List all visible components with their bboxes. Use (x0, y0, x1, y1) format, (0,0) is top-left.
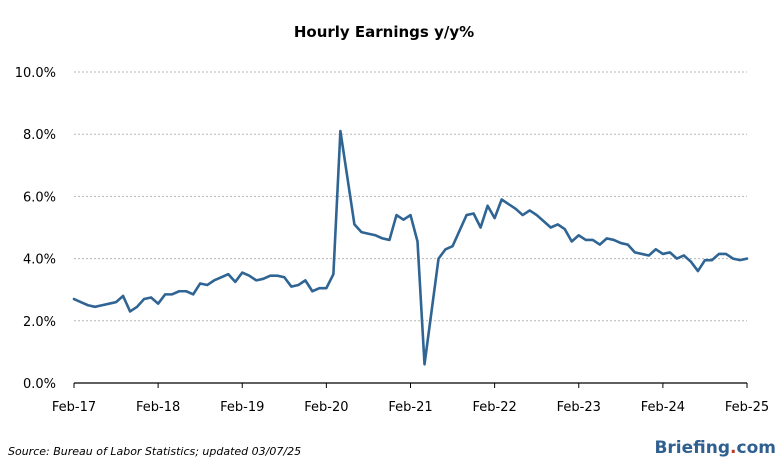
brand-dot: . (730, 438, 736, 458)
x-tick-label: Feb-17 (52, 400, 96, 415)
briefing-logo: Briefing.com (654, 438, 776, 458)
source-note: Source: Bureau of Labor Statistics; upda… (8, 445, 301, 458)
x-tick-label: Feb-25 (725, 400, 769, 415)
earnings-series-line (72, 129, 749, 366)
x-tick-label: Feb-18 (136, 400, 180, 415)
y-tick-label: 8.0% (23, 128, 56, 143)
y-tick-label: 4.0% (23, 253, 56, 268)
y-axis-ticks: 0.0% 2.0% 4.0% 6.0% 8.0% 10.0% (15, 66, 56, 392)
x-tick-label: Feb-21 (388, 400, 432, 415)
brand-tld: com (737, 438, 776, 458)
x-tick-label: Feb-20 (304, 400, 348, 415)
x-tick-label: Feb-23 (557, 400, 601, 415)
x-axis-ticks: Feb-17 Feb-18 Feb-19 Feb-20 Feb-21 Feb-22 Feb-… (52, 383, 769, 415)
brand-main: Briefing (654, 438, 730, 458)
x-tick-label: Feb-22 (473, 400, 517, 415)
x-tick-label: Feb-24 (641, 400, 685, 415)
y-tick-label: 10.0% (15, 66, 56, 81)
y-tick-label: 2.0% (23, 315, 56, 330)
y-tick-label: 6.0% (23, 190, 56, 205)
x-tick-label: Feb-19 (220, 400, 264, 415)
y-tick-label: 0.0% (23, 377, 56, 392)
chart-title: Hourly Earnings y/y% (294, 23, 474, 41)
gridlines (74, 71, 747, 322)
